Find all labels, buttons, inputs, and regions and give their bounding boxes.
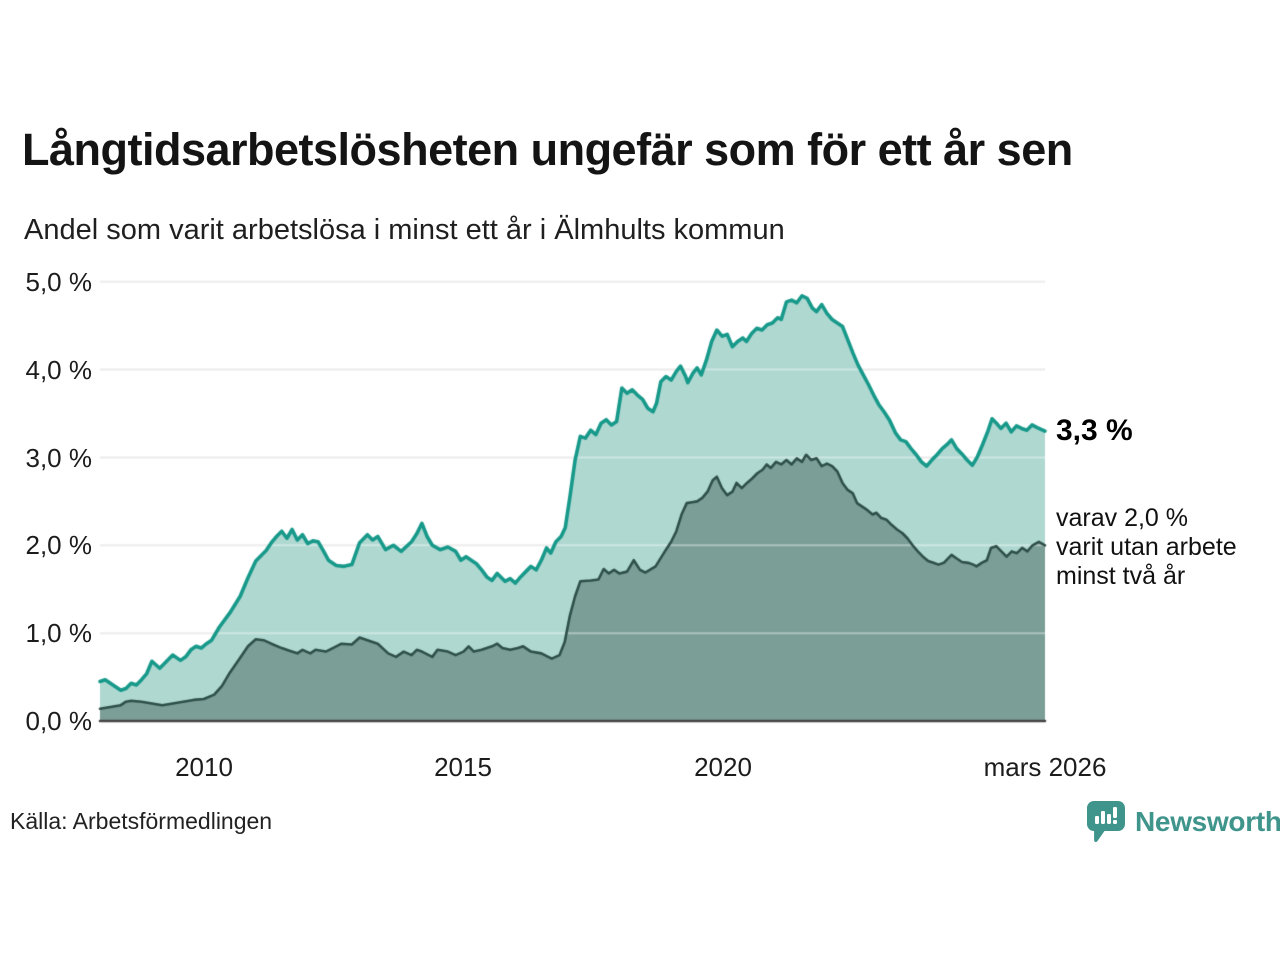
x-tick-label-mars-2026: mars 2026 xyxy=(983,752,1107,782)
y-tick-label-2: 2,0 % xyxy=(25,530,93,560)
y-tick-label-5: 5,0 % xyxy=(25,267,93,297)
y-tick-label-4: 4,0 % xyxy=(25,355,93,385)
x-tick-label-2010: 2010 xyxy=(175,752,233,782)
y-tick-label-1: 1,0 % xyxy=(25,618,93,648)
subset-annotation-line-2: varit utan arbete xyxy=(1056,533,1237,561)
x-tick-label-2020: 2020 xyxy=(694,752,752,782)
latest-value-annotation: 3,3 % xyxy=(1056,414,1133,447)
subset-value-annotation: varav 2,0 % varit utan arbete minst två … xyxy=(1056,504,1237,591)
page-subtitle: Andel som varit arbetslösa i minst ett å… xyxy=(24,214,785,246)
subset-annotation-line-3: minst två år xyxy=(1056,562,1186,590)
newsworthy-logo: Newsworthy xyxy=(1086,800,1280,844)
subset-annotation-line-1: varav 2,0 % xyxy=(1056,504,1189,532)
y-tick-label-3: 3,0 % xyxy=(25,443,93,473)
y-tick-label-0: 0,0 % xyxy=(25,706,93,736)
x-tick-label-2015: 2015 xyxy=(434,752,492,782)
newsworthy-wordmark: Newsworthy xyxy=(1135,806,1280,837)
page-title: Långtidsarbetslösheten ungefär som för e… xyxy=(22,124,1073,175)
newsworthy-chart-bubble-icon xyxy=(1086,800,1126,844)
source-note: Källa: Arbetsförmedlingen xyxy=(10,808,273,834)
